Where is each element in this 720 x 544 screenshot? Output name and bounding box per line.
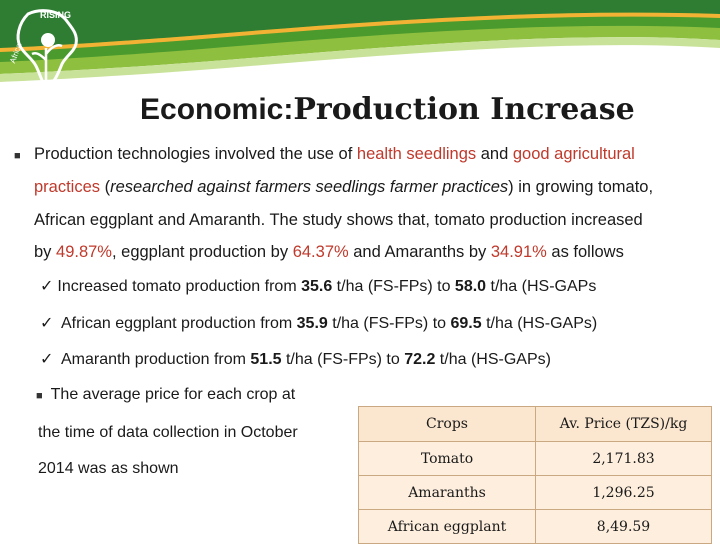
check-text: Amaranth production from [57,351,251,368]
intro-text: as follows [546,243,624,261]
intro-line-2: practices (researched against farmers se… [34,171,653,204]
crop-price: 8,49.59 [535,509,712,544]
tomato-percent: 49.87% [56,243,112,261]
table-row: Tomato 2,171.83 [358,441,712,476]
banner-waves [0,0,720,100]
intro-text: ) in growing tomato, [508,178,654,196]
table-row: African eggplant 8,49.59 [358,509,712,544]
checkmark-icon: ✓ [40,276,54,295]
header-price: Av. Price (TZS)/kg [535,406,712,442]
intro-italic-text: researched against farmers seedlings far… [110,178,509,196]
check-text: t/ha (HS-GAPs) [435,351,551,368]
price-note-text: The average price for each crop at [50,386,296,403]
eggplant-percent: 64.37% [292,243,349,261]
intro-line-4: by 49.87%, eggplant production by 64.37%… [34,236,624,269]
svg-text:RISING: RISING [40,10,71,20]
check-value: 72.2 [404,351,436,368]
crop-name: African eggplant [358,509,536,544]
africa-rising-logo: RISING Africa [6,4,86,92]
check-item-amaranth: ✓ Amaranth production from 51.5 t/ha (FS… [40,349,551,369]
check-text: t/ha (FS-FPs) to [281,351,405,368]
check-text: Increased tomato production from [57,278,302,295]
header-banner [0,0,720,100]
check-item-tomato: ✓ Increased tomato production from 35.6 t… [40,276,596,296]
intro-text: , eggplant production by [111,243,293,261]
intro-line-3: African eggplant and Amaranth. The study… [34,211,643,229]
check-value: 35.6 [301,278,333,295]
intro-text: and [476,145,513,163]
crop-price: 1,296.25 [535,475,712,510]
price-note-line-2: the time of data collection in October [38,424,298,441]
intro-line-1: Production technologies involved the use… [34,138,635,171]
check-value: 58.0 [454,278,487,295]
check-text: African eggplant production from [57,315,297,332]
check-text: t/ha (FS-FPs) to [327,315,451,332]
price-note-line-1: ■ The average price for each crop at [36,386,295,404]
table-row: Amaranths 1,296.25 [358,475,712,510]
check-text: t/ha (HS-GAPs) [481,315,598,332]
highlight-health-seedlings: health seedlings [356,145,477,163]
crop-price-table: Crops Av. Price (TZS)/kg Tomato 2,171.83… [358,406,712,544]
crop-name: Tomato [358,441,536,476]
check-text: t/ha (FS-FPs) to [332,278,455,295]
intro-text: and Amaranths by [348,243,491,261]
amaranth-percent: 34.91% [490,243,547,261]
intro-text: Production technologies involved the use… [34,145,357,163]
price-note-line-3: 2014 was as shown [38,460,179,477]
crop-price: 2,171.83 [535,441,712,476]
checkmark-icon: ✓ [40,349,54,368]
svg-text:Africa: Africa [8,42,24,65]
crop-name: Amaranths [358,475,536,510]
check-value: 69.5 [450,315,482,332]
page-title: Economic:Production Increase [140,88,635,132]
checkmark-icon: ✓ [40,313,54,332]
header-crops: Crops [358,406,536,442]
highlight-good-agricultural: good agricultural [512,145,635,163]
intro-text: ( [100,178,111,196]
title-part-economic: Economic: [140,93,294,126]
square-bullet-icon: ■ [14,150,21,162]
check-text: t/ha (HS-GAPs [486,278,597,295]
check-value: 51.5 [250,351,282,368]
title-part-production: Production Increase [293,92,635,127]
check-item-eggplant: ✓ African eggplant production from 35.9 … [40,313,597,333]
table-header-row: Crops Av. Price (TZS)/kg [358,406,712,442]
highlight-practices: practices [34,178,101,196]
intro-text: by [34,243,57,261]
square-bullet-icon: ■ [36,390,43,402]
check-value: 35.9 [296,315,328,332]
